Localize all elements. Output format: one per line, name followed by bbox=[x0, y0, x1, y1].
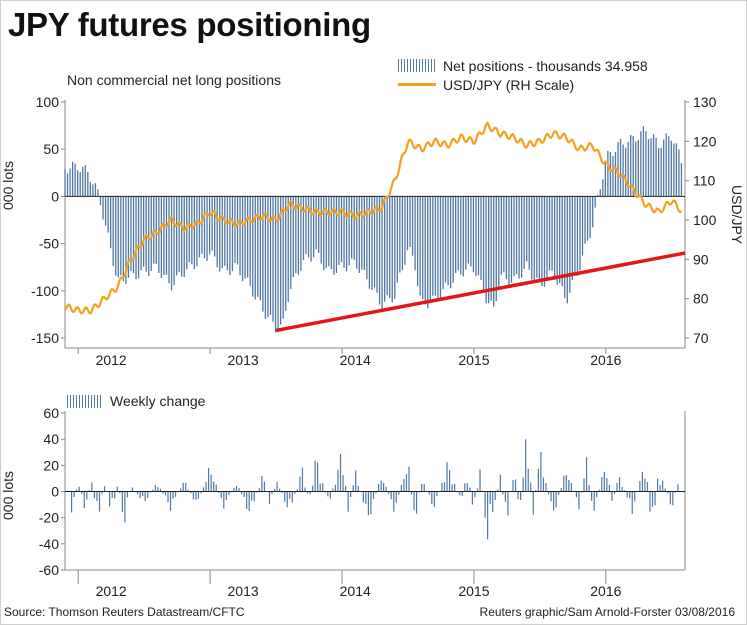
top-y2-tick-label: 120 bbox=[693, 133, 717, 149]
bottom-x-tick-label: 2014 bbox=[340, 583, 371, 599]
top-y-tick-label: -50 bbox=[39, 236, 59, 252]
top-y2-tick-label: 130 bbox=[693, 94, 717, 110]
bottom-y-tick-label: -60 bbox=[39, 562, 59, 578]
top-y-tick-label: -100 bbox=[31, 283, 59, 299]
top-x-tick-label: 2016 bbox=[590, 352, 621, 368]
trend-line bbox=[275, 251, 686, 333]
top-y-tick-label: 100 bbox=[36, 94, 60, 110]
top-y-tick-label: -150 bbox=[31, 330, 59, 346]
usdjpy-line bbox=[64, 121, 683, 315]
legend-label-net-positions: Net positions - thousands 34.958 bbox=[443, 57, 648, 74]
legend-label-weekly-change: Weekly change bbox=[110, 393, 206, 409]
top-y-tick-label: 50 bbox=[43, 141, 59, 157]
bottom-y-tick-label: 20 bbox=[43, 457, 59, 473]
weekly-change-series bbox=[70, 439, 679, 540]
top-chart-legend: Net positions - thousands 34.958 USD/JPY… bbox=[398, 56, 648, 94]
top-x-tick-label: 2014 bbox=[340, 352, 371, 368]
bottom-y-tick-label: 40 bbox=[43, 431, 59, 447]
legend-item-net-positions: Net positions - thousands 34.958 bbox=[398, 56, 648, 75]
chart-title: JPY futures positioning bbox=[8, 6, 371, 43]
bottom-x-tick-label: 2016 bbox=[590, 583, 621, 599]
line-series-swatch bbox=[398, 83, 436, 86]
bottom-chart-legend: Weekly change bbox=[67, 393, 205, 409]
bottom-y-tick-label: 0 bbox=[51, 484, 59, 500]
top-y-tick-label: 0 bbox=[51, 188, 59, 204]
source-note: Source: Thomson Reuters Datastream/CFTC bbox=[4, 605, 245, 619]
weekly-change-swatch bbox=[67, 394, 103, 408]
top-y2-tick-label: 110 bbox=[693, 173, 716, 189]
legend-item-usdjpy: USD/JPY (RH Scale) bbox=[398, 75, 648, 94]
top-chart-y2-axis-title: USD/JPY bbox=[729, 185, 745, 245]
top-chart-subtitle: Non commercial net long positions bbox=[67, 72, 281, 88]
bottom-y-tick-label: -20 bbox=[39, 510, 59, 526]
bottom-x-tick-label: 2015 bbox=[458, 583, 489, 599]
bar-series-swatch bbox=[398, 59, 436, 72]
bottom-x-tick-label: 2013 bbox=[228, 583, 259, 599]
top-y2-tick-label: 100 bbox=[693, 212, 717, 228]
top-bar-series bbox=[64, 126, 683, 333]
top-x-tick-label: 2013 bbox=[228, 352, 259, 368]
top-y2-tick-label: 90 bbox=[693, 251, 709, 267]
top-x-tick-label: 2012 bbox=[96, 352, 127, 368]
legend-label-usdjpy: USD/JPY (RH Scale) bbox=[443, 76, 575, 93]
bottom-x-tick-label: 2012 bbox=[96, 583, 127, 599]
bottom-y-tick-label: 60 bbox=[43, 405, 59, 421]
top-x-tick-label: 2015 bbox=[458, 352, 489, 368]
bottom-y-tick-label: -40 bbox=[39, 536, 59, 552]
credit-note: Reuters graphic/Sam Arnold-Forster 03/08… bbox=[479, 605, 735, 619]
top-y2-tick-label: 80 bbox=[693, 291, 709, 307]
top-y2-tick-label: 70 bbox=[693, 330, 709, 346]
